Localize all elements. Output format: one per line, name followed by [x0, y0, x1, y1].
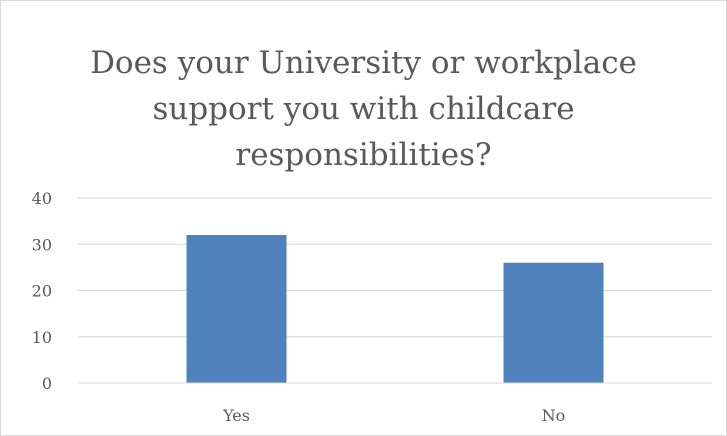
x-tick-label-no: No: [542, 406, 566, 425]
x-tick-label-yes: Yes: [222, 406, 250, 425]
bar-no: [503, 262, 604, 383]
y-tick-label: 30: [32, 235, 52, 254]
chart-title: Does your University or workplace suppor…: [90, 45, 637, 173]
y-tick-label: 20: [32, 282, 52, 301]
y-tick-label: 0: [42, 374, 52, 393]
y-tick-label: 40: [32, 189, 52, 208]
bar-yes: [186, 235, 287, 383]
y-tick-label: 10: [32, 328, 52, 347]
